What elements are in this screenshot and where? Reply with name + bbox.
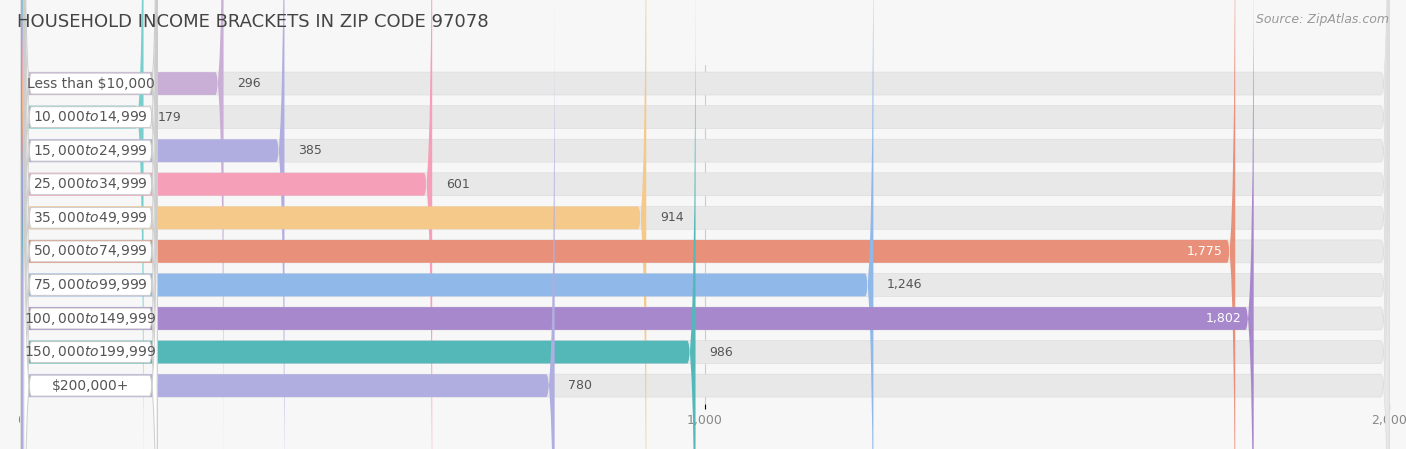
Text: 296: 296: [238, 77, 262, 90]
FancyBboxPatch shape: [24, 0, 157, 442]
FancyBboxPatch shape: [21, 0, 1389, 449]
Text: $25,000 to $34,999: $25,000 to $34,999: [34, 176, 148, 192]
FancyBboxPatch shape: [24, 0, 157, 449]
Text: 1,775: 1,775: [1187, 245, 1223, 258]
Text: 1,246: 1,246: [887, 278, 922, 291]
FancyBboxPatch shape: [21, 0, 873, 449]
Text: $10,000 to $14,999: $10,000 to $14,999: [34, 109, 148, 125]
Text: $150,000 to $199,999: $150,000 to $199,999: [24, 344, 156, 360]
FancyBboxPatch shape: [21, 0, 224, 449]
FancyBboxPatch shape: [21, 0, 1389, 449]
Text: Less than $10,000: Less than $10,000: [27, 77, 155, 91]
FancyBboxPatch shape: [24, 0, 157, 449]
FancyBboxPatch shape: [21, 0, 432, 449]
FancyBboxPatch shape: [24, 0, 157, 449]
FancyBboxPatch shape: [24, 27, 157, 449]
FancyBboxPatch shape: [21, 0, 1389, 449]
FancyBboxPatch shape: [21, 0, 1389, 449]
Text: 385: 385: [298, 144, 322, 157]
FancyBboxPatch shape: [21, 0, 1236, 449]
Text: HOUSEHOLD INCOME BRACKETS IN ZIP CODE 97078: HOUSEHOLD INCOME BRACKETS IN ZIP CODE 97…: [17, 13, 488, 31]
FancyBboxPatch shape: [21, 0, 647, 449]
FancyBboxPatch shape: [21, 0, 554, 449]
Text: $35,000 to $49,999: $35,000 to $49,999: [34, 210, 148, 226]
FancyBboxPatch shape: [21, 0, 696, 449]
FancyBboxPatch shape: [24, 0, 157, 449]
FancyBboxPatch shape: [21, 0, 1389, 449]
FancyBboxPatch shape: [21, 0, 1389, 449]
FancyBboxPatch shape: [24, 0, 157, 449]
Text: $15,000 to $24,999: $15,000 to $24,999: [34, 143, 148, 158]
Text: 780: 780: [568, 379, 592, 392]
FancyBboxPatch shape: [24, 0, 157, 449]
Text: 986: 986: [709, 346, 733, 359]
Text: $100,000 to $149,999: $100,000 to $149,999: [24, 311, 156, 326]
Text: 914: 914: [659, 211, 683, 224]
Text: 179: 179: [157, 110, 181, 123]
Text: 1,802: 1,802: [1205, 312, 1241, 325]
Text: Source: ZipAtlas.com: Source: ZipAtlas.com: [1256, 13, 1389, 26]
Text: $75,000 to $99,999: $75,000 to $99,999: [34, 277, 148, 293]
FancyBboxPatch shape: [21, 0, 1389, 449]
FancyBboxPatch shape: [24, 0, 157, 449]
FancyBboxPatch shape: [21, 0, 1389, 449]
FancyBboxPatch shape: [21, 0, 284, 449]
Text: 601: 601: [446, 178, 470, 191]
FancyBboxPatch shape: [21, 0, 1254, 449]
FancyBboxPatch shape: [24, 0, 157, 449]
FancyBboxPatch shape: [21, 0, 1389, 449]
Text: $50,000 to $74,999: $50,000 to $74,999: [34, 243, 148, 260]
Text: $200,000+: $200,000+: [52, 379, 129, 392]
FancyBboxPatch shape: [21, 0, 1389, 449]
FancyBboxPatch shape: [21, 0, 143, 449]
